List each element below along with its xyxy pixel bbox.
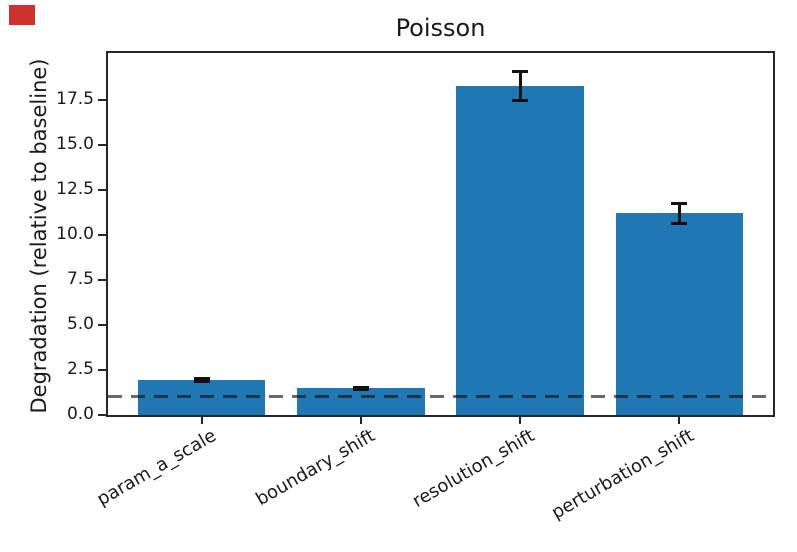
y-tick-mark xyxy=(98,368,106,371)
y-tick-label: 0.0 xyxy=(66,404,94,424)
errorbar-cap-bottom xyxy=(671,221,688,225)
errorbar-cap-top xyxy=(352,385,369,389)
y-tick-label: 15.0 xyxy=(56,133,94,154)
x-tick-mark xyxy=(678,417,681,424)
bar-perturbation_shift xyxy=(615,213,743,415)
x-tick-mark xyxy=(200,417,203,424)
errorbar-perturbation_shift xyxy=(677,203,681,224)
errorbar-cap-top xyxy=(512,70,529,74)
y-tick-mark xyxy=(98,98,106,101)
x-tick-label-param_a_scale: param_a_scale xyxy=(93,425,220,511)
y-tick-mark xyxy=(98,188,106,191)
x-tick-label-perturbation_shift: perturbation_shift xyxy=(547,425,698,524)
y-tick-mark xyxy=(98,278,106,281)
errorbar-cap-bottom xyxy=(193,380,210,384)
y-tick-mark xyxy=(98,143,106,146)
errorbar-cap-bottom xyxy=(352,388,369,392)
y-tick-mark xyxy=(98,414,106,416)
y-tick-mark xyxy=(98,323,106,326)
errorbar-cap-bottom xyxy=(512,99,529,103)
chart-title: Poisson xyxy=(395,14,486,42)
y-tick-label: 12.5 xyxy=(56,178,94,199)
x-tick-label-boundary_shift: boundary_shift xyxy=(252,425,379,511)
x-tick-mark xyxy=(359,417,362,424)
errorbar-param_a_scale xyxy=(200,378,204,382)
bar-resolution_shift xyxy=(456,86,584,415)
y-tick-label: 7.5 xyxy=(66,268,94,289)
y-tick-label: 2.5 xyxy=(66,358,94,379)
errorbar-cap-top xyxy=(671,201,688,205)
errorbar-cap-top xyxy=(193,376,210,380)
errorbar-resolution_shift xyxy=(518,71,522,101)
y-tick-mark xyxy=(98,233,106,236)
y-tick-label: 10.0 xyxy=(56,223,94,244)
bar-boundary_shift xyxy=(297,388,425,415)
y-tick-label: 5.0 xyxy=(66,313,94,334)
x-tick-mark xyxy=(519,417,522,424)
baseline-dashed-line xyxy=(108,395,773,399)
red-marker-overlay xyxy=(9,5,35,25)
x-tick-label-resolution_shift: resolution_shift xyxy=(408,425,539,512)
y-tick-label: 17.5 xyxy=(56,88,94,109)
plot-area xyxy=(106,51,775,417)
